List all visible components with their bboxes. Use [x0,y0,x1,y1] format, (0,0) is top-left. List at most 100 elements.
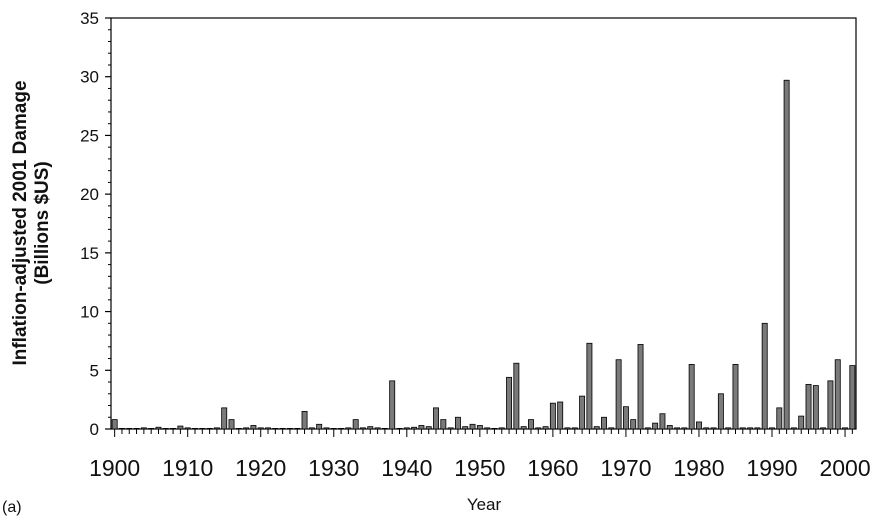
bar-1958 [535,427,542,430]
y-tick-label-30: 30 [80,68,99,87]
bar-1905 [148,428,155,430]
x-tick-label-1960: 1960 [527,455,578,481]
x-tick-label-1920: 1920 [235,455,286,481]
bar-1926 [301,410,308,430]
bar-1935 [367,426,374,430]
bar-1924 [286,428,293,430]
bar-1980 [696,421,702,430]
bar-1966 [593,426,600,430]
bar-1999 [834,359,841,430]
bar-1967 [601,416,607,430]
bar-1949 [469,423,476,430]
bar-1972 [637,344,644,430]
bar-1928 [316,423,323,430]
bar-1997 [820,427,827,430]
bar-1993 [790,427,797,430]
bar-1996 [812,385,819,430]
bar-1985 [732,364,739,430]
bar-1933 [352,419,359,430]
bar-1911 [192,428,198,430]
bar-1919 [250,425,257,430]
bar-1910 [184,427,191,430]
x-axis: 1900 1910 1920 1930 1940 1950 1960 1970 1980 1990… [89,429,871,481]
bar-1998 [827,380,834,430]
y-tick-label-5: 5 [90,361,99,380]
bar-1918 [243,427,250,430]
bar-1945 [440,419,447,430]
bar-1984 [725,427,732,430]
bar-1959 [542,426,549,430]
bar-1932 [345,427,352,430]
bar-1956 [520,426,527,430]
bar-1976 [666,425,673,430]
x-tick-label-1990: 1990 [746,455,797,481]
bar-1907 [162,428,169,430]
bar-1902 [126,428,133,430]
bar-1983 [717,393,724,430]
y-axis-title-line-1: Inflation-adjusted 2001 Damage [10,80,31,365]
bar-1968 [608,427,615,430]
bar-1920 [257,427,264,430]
bar-1982 [710,427,717,430]
bar-1937 [381,428,388,430]
bar-1978 [681,427,688,430]
bar-1957 [528,419,534,430]
bar-1916 [228,419,235,430]
y-tick-label-35: 35 [80,9,99,28]
bar-1989 [761,322,768,430]
bar-1995 [805,383,812,430]
bar-1964 [579,395,586,430]
bar-1986 [739,427,746,430]
bar-1944 [433,407,439,430]
bar-2001 [849,365,856,430]
y-axis: 0 5 10 15 20 25 30 35 [80,9,111,439]
bar-1913 [206,428,213,430]
bar-1951 [484,427,491,430]
bar-1981 [703,427,710,430]
bar-1992 [783,79,790,430]
x-tick-label-2000: 2000 [819,455,870,481]
y-tick-label-20: 20 [80,185,99,204]
panel-label: (a) [2,499,22,516]
bar-1908 [170,428,177,430]
bar-1942 [418,425,425,430]
bar-1971 [630,419,637,430]
plot-area [110,17,857,430]
bar-1912 [199,428,206,430]
x-tick-label-1910: 1910 [162,455,213,481]
bar-1901 [119,428,125,430]
bar-2000 [842,427,848,430]
bar-1954 [506,376,513,430]
bar-1977 [674,427,681,430]
bar-1975 [659,413,666,430]
y-tick-label-15: 15 [80,244,99,263]
bar-1915 [221,407,228,430]
y-axis-title-line-2: (Billions $US) [32,161,53,285]
bar-1939 [396,428,403,430]
y-tick-label-25: 25 [80,126,99,145]
bar-1940 [403,427,410,430]
bar-1930 [330,428,337,430]
bars-group [111,79,856,430]
bar-1909 [177,425,184,430]
bar-1974 [652,422,659,430]
x-tick-label-1930: 1930 [308,455,359,481]
bar-1925 [294,428,301,430]
bar-1988 [754,427,761,430]
bar-1914 [213,427,220,430]
x-tick-label-1950: 1950 [454,455,505,481]
y-tick-label-10: 10 [80,303,99,322]
bar-1947 [454,416,461,430]
x-tick-label-1900: 1900 [89,455,140,481]
bar-1950 [476,425,483,430]
bar-1955 [513,362,520,430]
y-tick-label-0: 0 [90,420,99,439]
bar-1952 [491,428,498,430]
bar-1963 [571,427,578,430]
bar-1921 [265,427,271,430]
bar-1946 [447,427,454,430]
x-tick-label-1980: 1980 [673,455,724,481]
bar-1904 [140,427,147,430]
bar-1961 [557,401,564,430]
